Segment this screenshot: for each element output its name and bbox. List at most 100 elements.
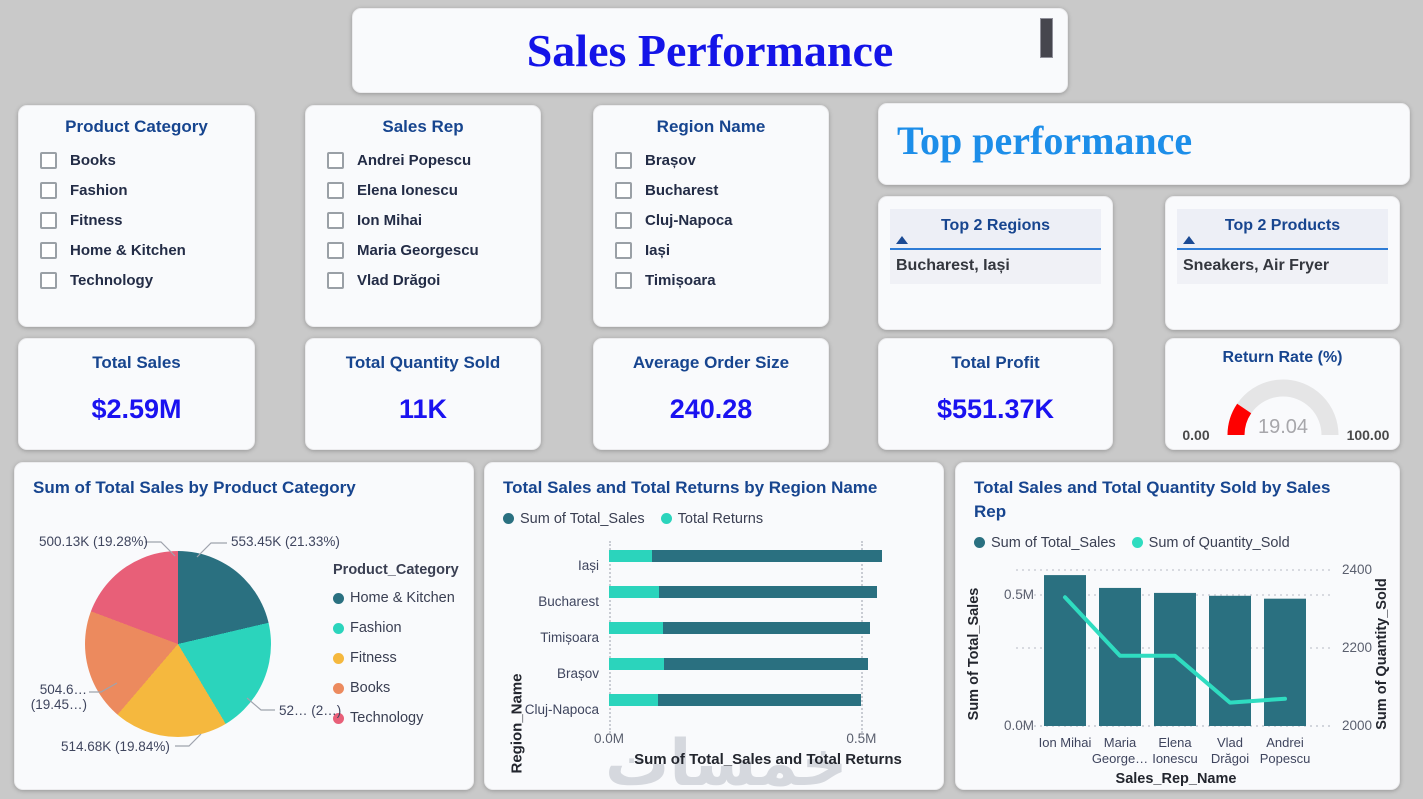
bar-total-returns[interactable] [609, 586, 660, 598]
x-tick-label: 0.5M [846, 731, 877, 746]
slicer-item-bucharest[interactable]: Bucharest [615, 182, 828, 199]
legend-label: Fashion [350, 620, 402, 636]
bar-total-returns[interactable] [609, 658, 664, 670]
legend-item-fitness[interactable]: Fitness [333, 650, 459, 666]
bar-sum-of-total-sales[interactable] [609, 550, 882, 562]
top-2-regions-card: Top 2 Regions Bucharest, Iași [878, 196, 1113, 330]
table-value-row[interactable]: Bucharest, Iași [890, 250, 1101, 284]
bar-andrei-popescu[interactable] [1264, 598, 1306, 726]
combo-chart-plot[interactable]: 0.0M 0.5M 2000 2200 2400 Ion Mihai MariaGeorge… [956, 559, 1401, 789]
legend-label: Sum of Total_Sales [520, 510, 645, 527]
bar-total-returns[interactable] [609, 622, 663, 634]
bar-sum-of-total-sales[interactable] [609, 694, 862, 706]
checkbox-maria-georgescu[interactable] [327, 242, 344, 259]
checkbox-bra-ov[interactable] [615, 152, 632, 169]
chart-title: Total Sales and Total Returns by Region … [503, 478, 878, 497]
checkbox-timi-oara[interactable] [615, 272, 632, 289]
legend-item-sum-of-total-sales[interactable]: Sum of Total_Sales [974, 535, 1116, 551]
slicer-item-cluj-napoca[interactable]: Cluj-Napoca [615, 212, 828, 229]
bar-track [609, 622, 927, 652]
table-header-label: Top 2 Products [1224, 217, 1341, 234]
kpi-label: Total Profit [951, 353, 1040, 372]
bar-total-returns[interactable] [609, 550, 653, 562]
legend-dot-icon [333, 682, 344, 694]
legend-item-home-kitchen[interactable]: Home & Kitchen [333, 590, 459, 606]
legend-dot-icon [503, 513, 514, 525]
bar-elena-ionescu[interactable] [1154, 592, 1196, 726]
checkbox-vlad-dr-goi[interactable] [327, 272, 344, 289]
bar-sum-of-total-sales[interactable] [609, 622, 871, 634]
legend-label: Home & Kitchen [350, 590, 455, 606]
slicer-item-ion-mihai[interactable]: Ion Mihai [327, 212, 540, 229]
slicer-item-timi-oara[interactable]: Timișoara [615, 272, 828, 289]
checkbox-technology[interactable] [40, 272, 57, 289]
slicer-item-ia-i[interactable]: Iași [615, 242, 828, 259]
return-rate-gauge: 0.00 19.04 100.00 [1182, 379, 1390, 443]
table-header[interactable]: Top 2 Regions [890, 209, 1101, 250]
legend-dot-icon [1131, 537, 1143, 549]
checkbox-bucharest[interactable] [615, 182, 632, 199]
x-axis-title: Sum of Total_Sales and Total Returns [634, 751, 902, 768]
legend-item-sum-of-quantity-sold[interactable]: Sum of Quantity_Sold [1131, 535, 1290, 551]
kpi-average-order-size: Average Order Size 240.28 [593, 338, 829, 450]
slicer-item-fashion[interactable]: Fashion [40, 182, 254, 199]
table-header[interactable]: Top 2 Products [1177, 209, 1388, 250]
legend-item-fashion[interactable]: Fashion [333, 620, 459, 636]
watermark-text: خمسات [605, 727, 848, 799]
legend-item-books[interactable]: Books [333, 680, 459, 696]
slicer-item-technology[interactable]: Technology [40, 272, 254, 289]
category-label: Vlad [1217, 735, 1243, 750]
bar-group-cluj-napoca: Cluj-Napoca [499, 691, 927, 727]
category-label: Popescu [1260, 751, 1311, 766]
bar-sum-of-total-sales[interactable] [609, 658, 869, 670]
table-value-row[interactable]: Sneakers, Air Fryer [1177, 250, 1388, 284]
slicer-item-bra-ov[interactable]: Brașov [615, 152, 828, 169]
slicer-item-list: Brașov Bucharest Cluj-Napoca Iași Timișoara [594, 137, 828, 289]
slicer-item-label: Fashion [70, 182, 128, 199]
legend-item-sum-of-total-sales[interactable]: Sum of Total_Sales [503, 511, 645, 527]
checkbox-elena-ionescu[interactable] [327, 182, 344, 199]
slicer-item-maria-georgescu[interactable]: Maria Georgescu [327, 242, 540, 259]
pie-data-label-fashion: 52… (2…) [279, 703, 342, 718]
slicer-item-andrei-popescu[interactable]: Andrei Popescu [327, 152, 540, 169]
slicer-item-books[interactable]: Books [40, 152, 254, 169]
bar-total-returns[interactable] [609, 694, 659, 706]
x-axis-title: Sales_Rep_Name [1116, 771, 1237, 787]
title-accent-mark [1040, 18, 1053, 58]
gauge-min-label: 0.00 [1182, 427, 1209, 443]
checkbox-fitness[interactable] [40, 212, 57, 229]
bar-sum-of-total-sales[interactable] [609, 586, 877, 598]
slicer-item-label: Iași [645, 242, 671, 259]
pie-data-label-home-kitchen: 553.45K (21.33%) [231, 534, 340, 549]
slicer-item-label: Ion Mihai [357, 212, 422, 229]
kpi-value: $551.37K [936, 394, 1055, 424]
slicer-item-home-kitchen[interactable]: Home & Kitchen [40, 242, 254, 259]
checkbox-ia-i[interactable] [615, 242, 632, 259]
slicer-item-elena-ionescu[interactable]: Elena Ionescu [327, 182, 540, 199]
checkbox-home-kitchen[interactable] [40, 242, 57, 259]
checkbox-books[interactable] [40, 152, 57, 169]
checkbox-cluj-napoca[interactable] [615, 212, 632, 229]
checkbox-ion-mihai[interactable] [327, 212, 344, 229]
checkbox-andrei-popescu[interactable] [327, 152, 344, 169]
category-label: Ion Mihai [1039, 735, 1092, 750]
bar-ion-mihai[interactable] [1044, 575, 1086, 726]
legend-dot-icon [333, 652, 344, 664]
bar-vlad-dr-goi[interactable] [1209, 595, 1251, 726]
bar-track [609, 694, 927, 724]
slicer-item-label: Brașov [645, 152, 696, 169]
legend-item-total-returns[interactable]: Total Returns [660, 511, 763, 527]
category-label: Brașov [556, 665, 599, 681]
slicer-item-label: Cluj-Napoca [645, 212, 733, 229]
slicer-item-label: Technology [70, 272, 154, 289]
legend-item-technology[interactable]: Technology [333, 710, 459, 726]
x-tick-label: 0.0M [593, 731, 625, 746]
checkbox-fashion[interactable] [40, 182, 57, 199]
category-label: Iași [577, 557, 599, 573]
slicer-item-fitness[interactable]: Fitness [40, 212, 254, 229]
slicer-item-vlad-dr-goi[interactable]: Vlad Drăgoi [327, 272, 540, 289]
pie-chart[interactable] [85, 551, 271, 737]
quantity-line[interactable] [1063, 595, 1287, 705]
table-header-label: Top 2 Regions [940, 217, 1051, 234]
category-label: Elena [1158, 735, 1192, 750]
